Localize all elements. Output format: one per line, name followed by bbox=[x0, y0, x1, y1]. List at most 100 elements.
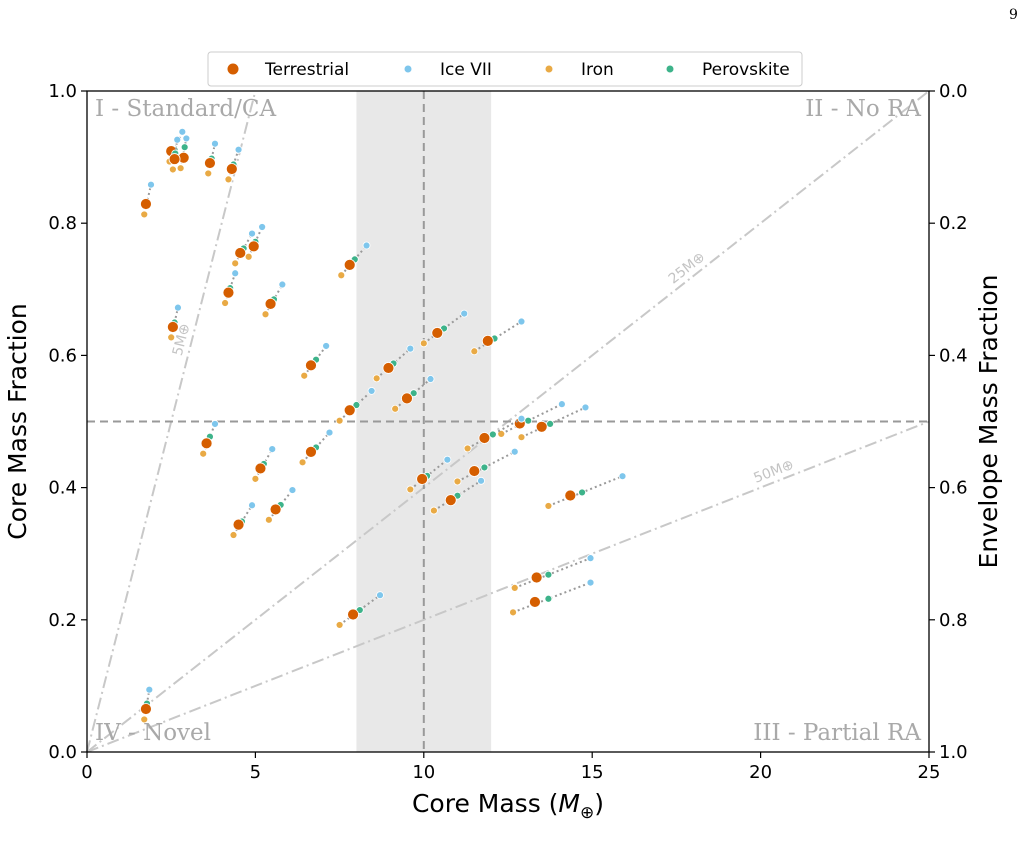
point-perovskite bbox=[480, 463, 489, 472]
point-ice-vii bbox=[510, 447, 519, 456]
point-perovskite bbox=[180, 143, 189, 152]
y-tick-label: 0.4 bbox=[48, 478, 77, 499]
point-terrestrial bbox=[416, 473, 429, 485]
connector-line bbox=[433, 479, 482, 512]
point-ice-vii bbox=[325, 428, 334, 437]
point-perovskite bbox=[409, 389, 418, 398]
point-ice-vii bbox=[248, 229, 256, 238]
connector-line bbox=[268, 489, 294, 521]
y-tick-label: 0.2 bbox=[48, 610, 77, 631]
point-ice-vii bbox=[211, 420, 219, 428]
point-iron bbox=[406, 485, 415, 494]
axis-ticks: 0 5 10 15 20 25 0.0 1.0 0.2 0.8 0.4 0.6 0.6 0.4 0.8 0.2… bbox=[48, 81, 967, 783]
point-terrestrial bbox=[305, 359, 317, 372]
point-terrestrial bbox=[478, 432, 491, 444]
point-terrestrial bbox=[529, 596, 541, 608]
point-ice-vii bbox=[211, 139, 219, 148]
point-iron bbox=[430, 506, 438, 515]
point-terrestrial bbox=[343, 404, 356, 417]
point-ice-vii bbox=[586, 578, 595, 587]
point-iron bbox=[419, 339, 428, 348]
point-iron bbox=[453, 477, 462, 486]
legend-marker-ice-vii bbox=[404, 65, 412, 73]
point-iron bbox=[372, 374, 381, 383]
x-tick-label: 15 bbox=[581, 762, 604, 783]
point-ice-vii bbox=[178, 127, 187, 136]
point-iron bbox=[251, 474, 260, 483]
point-terrestrial bbox=[232, 518, 245, 531]
y2-tick-label: 0.6 bbox=[939, 478, 968, 499]
point-ice-vii bbox=[173, 135, 182, 144]
point-ice-vii bbox=[278, 280, 287, 289]
point-terrestrial bbox=[166, 321, 179, 333]
point-iron bbox=[199, 449, 208, 458]
point-terrestrial bbox=[564, 489, 577, 502]
point-ice-vii bbox=[258, 223, 267, 231]
x-axis-label: Core Mass (M⊕) bbox=[412, 789, 604, 823]
point-iron bbox=[517, 433, 526, 442]
y2-axis-label: Envelope Mass Fraction bbox=[974, 275, 1003, 569]
point-ice-vii bbox=[234, 145, 243, 154]
point-iron bbox=[264, 515, 273, 524]
point-terrestrial bbox=[431, 327, 444, 339]
point-ice-vii bbox=[376, 591, 384, 600]
point-ice-vii bbox=[517, 414, 526, 423]
point-terrestrial bbox=[225, 163, 238, 175]
guide-label-25: 25M⊕ bbox=[666, 249, 709, 287]
point-ice-vii bbox=[557, 400, 566, 409]
connector-line bbox=[548, 475, 623, 507]
point-ice-vii bbox=[426, 375, 435, 383]
point-ice-vii bbox=[182, 134, 191, 143]
point-iron bbox=[168, 165, 177, 174]
x-axis-label-symbol: M bbox=[558, 789, 580, 818]
point-iron bbox=[544, 502, 553, 510]
point-ice-vii bbox=[248, 501, 256, 510]
y2-tick-label: 0.4 bbox=[939, 345, 968, 366]
point-iron bbox=[391, 404, 400, 413]
point-perovskite bbox=[524, 416, 533, 425]
y2-tick-label: 0.8 bbox=[939, 610, 968, 631]
point-terrestrial bbox=[468, 465, 481, 477]
point-iron bbox=[204, 169, 213, 178]
legend-box bbox=[207, 51, 803, 87]
x-tick-label: 25 bbox=[918, 762, 941, 783]
point-terrestrial bbox=[140, 198, 152, 210]
connector-line bbox=[500, 403, 563, 435]
page-number: 9 bbox=[1009, 7, 1018, 23]
point-terrestrial bbox=[343, 258, 356, 271]
x-tick-label: 10 bbox=[412, 762, 435, 783]
y-tick-label: 0.8 bbox=[48, 213, 77, 234]
legend-label-ice-vii: Ice VII bbox=[440, 60, 492, 80]
point-iron bbox=[221, 299, 229, 307]
point-terrestrial bbox=[168, 153, 181, 165]
point-iron bbox=[140, 715, 149, 724]
x-tick-label: 0 bbox=[81, 762, 92, 783]
point-terrestrial bbox=[140, 703, 152, 715]
point-ice-vii bbox=[477, 476, 485, 485]
plot-frame bbox=[86, 90, 930, 753]
point-ice-vii bbox=[145, 685, 154, 694]
point-ice-vii bbox=[581, 403, 590, 412]
y-tick-label: 0.0 bbox=[48, 742, 77, 763]
point-terrestrial bbox=[401, 392, 413, 405]
quadrant-label-2: II - No RA bbox=[805, 96, 921, 122]
connector-line bbox=[514, 557, 591, 589]
y2-tick-label: 1.0 bbox=[939, 742, 968, 763]
point-terrestrial bbox=[481, 334, 494, 347]
point-terrestrial bbox=[222, 286, 235, 299]
point-iron bbox=[224, 175, 233, 184]
legend-label-perovskite: Perovskite bbox=[702, 60, 790, 80]
point-iron bbox=[244, 252, 253, 261]
point-iron bbox=[140, 210, 149, 219]
point-iron bbox=[337, 271, 346, 280]
legend-marker-terrestrial bbox=[227, 63, 239, 75]
legend: Terrestrial Ice VII Iron Perovskite bbox=[207, 51, 803, 87]
quadrant-label-1: I - Standard/CA bbox=[95, 96, 277, 122]
point-iron bbox=[497, 429, 506, 438]
point-terrestrial bbox=[382, 362, 395, 374]
point-ice-vii bbox=[268, 445, 277, 453]
point-terrestrial bbox=[200, 437, 213, 450]
point-perovskite bbox=[578, 488, 586, 497]
point-terrestrial bbox=[305, 446, 317, 458]
